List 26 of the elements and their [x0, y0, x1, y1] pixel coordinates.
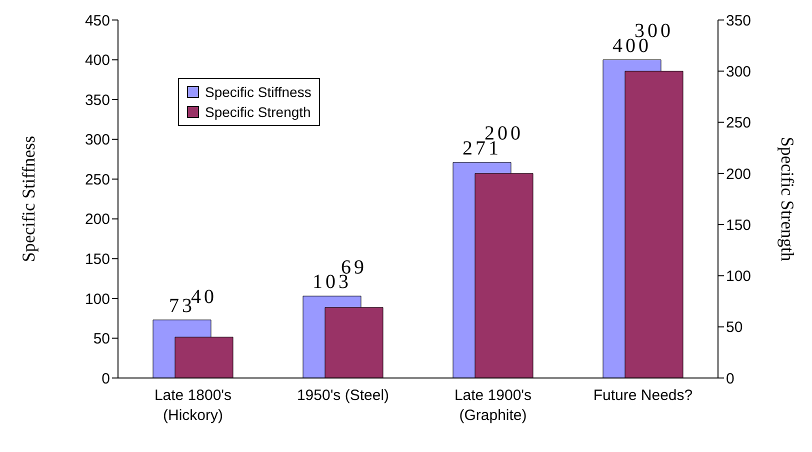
- y-tick-label: 250: [84, 171, 110, 188]
- x-tick-label: Late 1900's (Graphite): [454, 387, 532, 424]
- y-tick-label: 350: [84, 92, 110, 109]
- y-tick-label: 200: [84, 211, 110, 228]
- y-tick-label: 0: [102, 370, 110, 388]
- y2-tick-label: 350: [726, 12, 752, 30]
- y-tick-label: 50: [93, 330, 110, 348]
- y2-tick-label: 200: [726, 166, 752, 183]
- y-tick-label: 300: [84, 132, 110, 149]
- x-tick-label: 1950's (Steel): [296, 387, 390, 404]
- y-tick-label: 400: [84, 52, 110, 70]
- y2-tick-label: 50: [726, 319, 743, 336]
- legend-label: Specific Stiffness: [205, 83, 312, 102]
- y2-tick-label: 300: [726, 63, 752, 80]
- y-axis-title: Specific Stiffness: [18, 136, 38, 262]
- y-tick-label: 100: [84, 290, 110, 308]
- x-tick-label: Late 1800's (Hickory): [154, 387, 232, 424]
- y-tick-label: 150: [84, 250, 110, 268]
- y2-tick-label: 0: [726, 370, 734, 388]
- y-tick-label: 450: [84, 12, 110, 30]
- y2-tick-label: 150: [726, 216, 752, 234]
- legend-label: Specific Strength: [205, 103, 311, 122]
- y2-tick-label: 100: [726, 268, 752, 286]
- x-tick-label: Future Needs?: [593, 387, 693, 404]
- y2-axis-title: Specific Strength: [778, 136, 798, 262]
- y2-tick-label: 250: [726, 114, 752, 132]
